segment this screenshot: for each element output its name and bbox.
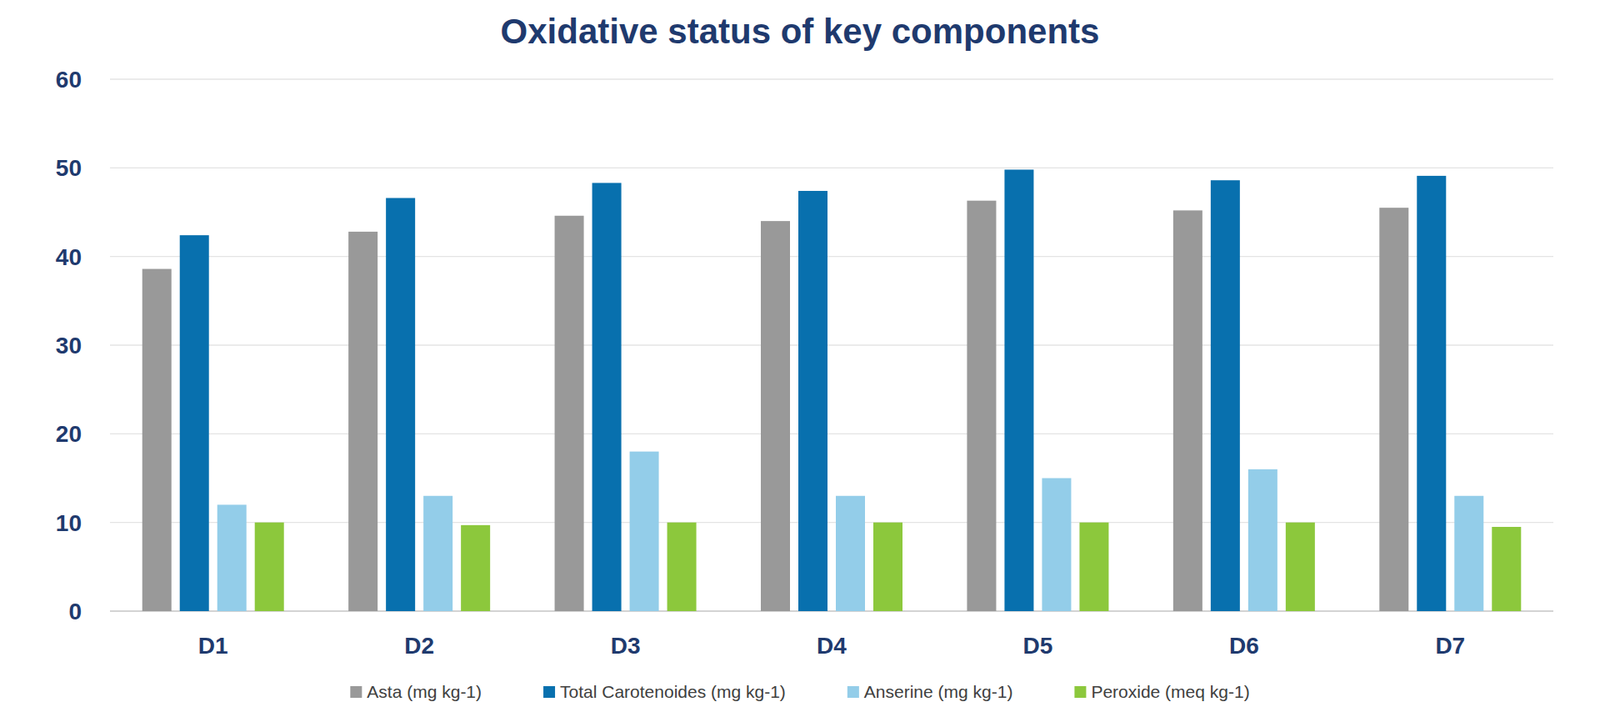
y-tick-label: 10 xyxy=(55,510,82,536)
x-tick-label: D5 xyxy=(1023,632,1054,659)
bar xyxy=(460,525,490,611)
x-tick-label: D6 xyxy=(1229,632,1260,659)
legend-swatch xyxy=(847,685,860,698)
x-tick-label: D3 xyxy=(610,632,641,659)
bar xyxy=(1041,478,1071,612)
y-tick-label: 30 xyxy=(55,332,82,359)
y-tick-label: 60 xyxy=(55,66,82,93)
legend-label: Total Carotenoides (mg kg-1) xyxy=(560,681,786,701)
bar xyxy=(873,522,903,611)
grid-line xyxy=(110,610,1554,611)
bar xyxy=(1248,469,1278,611)
y-tick-label: 40 xyxy=(55,244,82,270)
bar xyxy=(217,504,247,611)
bar xyxy=(667,522,697,611)
legend-label: Asta (mg kg-1) xyxy=(366,681,482,701)
y-tick-label: 50 xyxy=(55,155,82,181)
bar xyxy=(966,200,996,611)
bar xyxy=(255,522,285,611)
legend: Asta (mg kg-1) Total Carotenoides (mg kg-… xyxy=(350,681,1250,701)
y-tick-label: 0 xyxy=(68,598,82,625)
bar xyxy=(1379,207,1409,611)
bar xyxy=(423,495,453,611)
grid-line xyxy=(110,521,1554,523)
grid-line xyxy=(110,167,1554,169)
x-tick-label: D1 xyxy=(198,632,229,659)
x-axis-line xyxy=(110,610,1554,611)
grid-line xyxy=(110,433,1554,435)
x-tick-label: D2 xyxy=(404,632,435,659)
grid-line xyxy=(110,78,1554,80)
title: Oxidative status of key components xyxy=(500,11,1100,51)
legend-swatch xyxy=(350,685,362,698)
bar xyxy=(142,269,172,611)
legend-label: Peroxide (meq kg-1) xyxy=(1090,681,1250,701)
bar xyxy=(1285,522,1315,611)
bar xyxy=(798,190,828,611)
bars xyxy=(142,169,1522,611)
bar xyxy=(835,495,865,611)
x-tick-label: D7 xyxy=(1435,632,1465,659)
bar xyxy=(348,231,378,611)
bar xyxy=(1416,175,1446,611)
legend-swatch xyxy=(543,685,555,698)
bar xyxy=(180,235,210,611)
y-tick-label: 20 xyxy=(55,420,82,447)
bar xyxy=(1079,522,1109,611)
bar xyxy=(630,451,660,611)
grid-line xyxy=(110,344,1554,345)
legend-swatch xyxy=(1074,685,1086,698)
legend-label: Anserine (mg kg-1) xyxy=(864,681,1014,701)
bar xyxy=(1454,495,1484,611)
bar xyxy=(1491,526,1521,611)
bar xyxy=(760,220,790,611)
chart: Oxidative status of key components 0 10 20 3… xyxy=(0,0,1600,727)
bar xyxy=(1004,169,1034,611)
bar xyxy=(592,182,622,611)
bar xyxy=(385,197,415,611)
x-tick-label: D4 xyxy=(816,632,847,659)
bar xyxy=(1173,210,1203,611)
grid-line xyxy=(110,255,1554,257)
bar xyxy=(1210,180,1240,611)
bar xyxy=(555,215,585,611)
